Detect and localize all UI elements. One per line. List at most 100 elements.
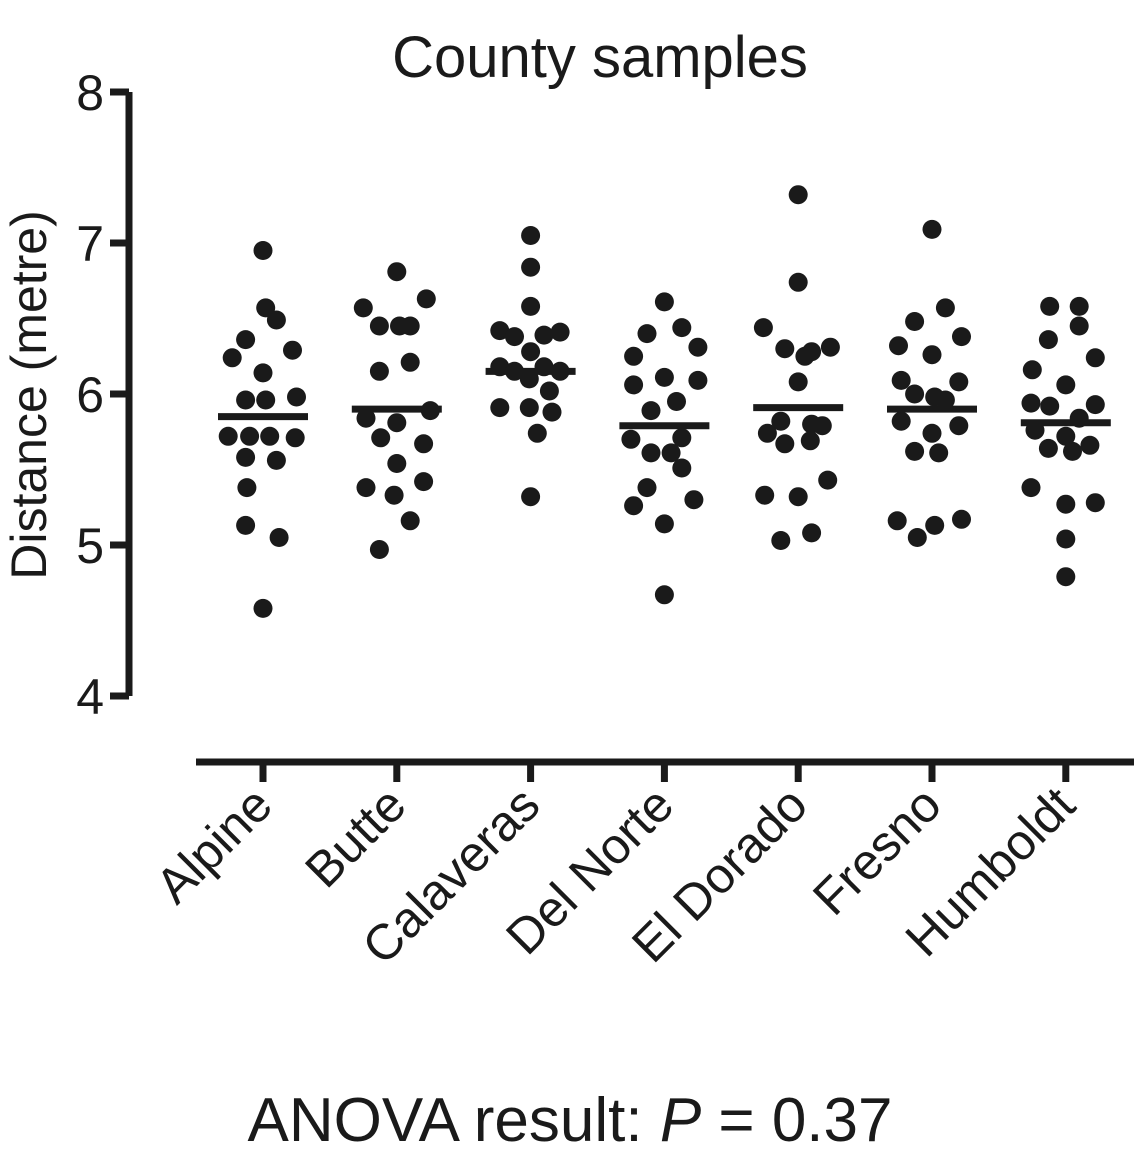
y-tick-label: 8 bbox=[76, 65, 104, 121]
data-point bbox=[1021, 393, 1041, 413]
data-point bbox=[757, 423, 777, 443]
anova-prefix: ANOVA result: bbox=[247, 1086, 660, 1155]
data-point bbox=[753, 318, 773, 338]
data-point bbox=[812, 416, 832, 436]
data-point bbox=[240, 426, 260, 446]
data-point bbox=[253, 241, 273, 260]
data-point bbox=[684, 490, 704, 510]
data-point bbox=[521, 342, 541, 362]
data-point bbox=[490, 398, 510, 418]
data-point bbox=[416, 289, 436, 309]
data-point bbox=[521, 226, 541, 245]
data-point bbox=[1038, 330, 1058, 350]
data-point bbox=[1080, 435, 1100, 455]
data-point bbox=[667, 392, 686, 411]
data-point bbox=[266, 450, 286, 470]
data-point bbox=[534, 325, 554, 345]
data-point bbox=[641, 401, 661, 421]
data-point bbox=[550, 322, 570, 342]
data-point bbox=[369, 540, 389, 559]
data-point bbox=[490, 321, 510, 341]
data-point bbox=[775, 434, 795, 454]
data-point bbox=[907, 528, 927, 547]
data-point bbox=[624, 346, 644, 366]
data-point bbox=[788, 185, 808, 205]
data-point bbox=[1040, 296, 1060, 316]
data-point bbox=[269, 528, 289, 547]
data-point bbox=[1038, 438, 1058, 458]
data-point bbox=[672, 458, 692, 478]
data-point bbox=[688, 370, 708, 390]
data-point bbox=[661, 443, 681, 463]
data-point bbox=[236, 447, 256, 467]
data-point bbox=[356, 408, 376, 428]
data-point bbox=[400, 316, 420, 336]
data-point bbox=[889, 336, 908, 356]
p-symbol: P bbox=[659, 1086, 702, 1155]
data-point bbox=[266, 310, 286, 330]
data-point bbox=[369, 361, 389, 381]
data-point bbox=[637, 478, 657, 498]
data-point bbox=[527, 423, 547, 443]
data-point bbox=[1069, 316, 1089, 336]
data-point bbox=[253, 363, 273, 383]
data-point bbox=[935, 298, 955, 318]
data-point bbox=[519, 398, 539, 418]
data-point bbox=[1056, 494, 1076, 514]
data-point bbox=[637, 324, 657, 344]
y-axis-label: Distance (metre) bbox=[1, 210, 57, 580]
data-point bbox=[641, 443, 661, 463]
data-point bbox=[236, 390, 256, 410]
data-point bbox=[542, 402, 562, 422]
data-point bbox=[922, 423, 942, 443]
data-point bbox=[905, 441, 925, 461]
data-point bbox=[654, 292, 674, 312]
data-point bbox=[237, 478, 257, 498]
data-point bbox=[1056, 426, 1076, 446]
data-point bbox=[775, 339, 795, 359]
data-point bbox=[935, 390, 955, 410]
data-point bbox=[1085, 395, 1105, 415]
data-point bbox=[236, 330, 256, 350]
x-tick-label: Alpine bbox=[145, 776, 283, 914]
chart-title: County samples bbox=[392, 25, 808, 90]
anova-value: = 0.37 bbox=[701, 1086, 893, 1155]
data-point bbox=[922, 345, 942, 365]
data-point bbox=[802, 523, 822, 543]
y-tick-label: 5 bbox=[76, 518, 104, 574]
y-tick-label: 6 bbox=[76, 367, 104, 423]
data-point bbox=[755, 485, 775, 505]
data-point bbox=[387, 454, 407, 473]
data-point bbox=[1085, 348, 1105, 368]
data-point bbox=[353, 298, 373, 318]
data-point bbox=[952, 509, 971, 529]
data-point bbox=[788, 272, 808, 292]
data-point bbox=[387, 413, 407, 433]
data-point bbox=[621, 429, 641, 449]
data-point bbox=[283, 340, 302, 360]
data-point bbox=[949, 372, 969, 392]
data-point bbox=[891, 411, 911, 431]
y-tick-label: 7 bbox=[76, 216, 104, 272]
data-point bbox=[256, 390, 276, 410]
data-point bbox=[905, 312, 925, 331]
data-point bbox=[952, 327, 971, 347]
y-tick-label: 4 bbox=[76, 669, 104, 725]
data-point bbox=[1056, 567, 1076, 587]
data-point bbox=[949, 416, 969, 436]
data-point bbox=[1040, 396, 1060, 416]
data-point bbox=[260, 426, 280, 446]
data-point bbox=[236, 515, 256, 535]
data-point bbox=[688, 337, 708, 357]
data-point bbox=[387, 262, 407, 282]
data-point bbox=[771, 531, 791, 550]
data-point bbox=[1056, 375, 1076, 395]
data-point bbox=[818, 470, 838, 490]
data-point bbox=[672, 318, 692, 338]
data-point bbox=[672, 428, 692, 448]
data-point bbox=[521, 257, 541, 277]
data-point bbox=[222, 348, 242, 368]
